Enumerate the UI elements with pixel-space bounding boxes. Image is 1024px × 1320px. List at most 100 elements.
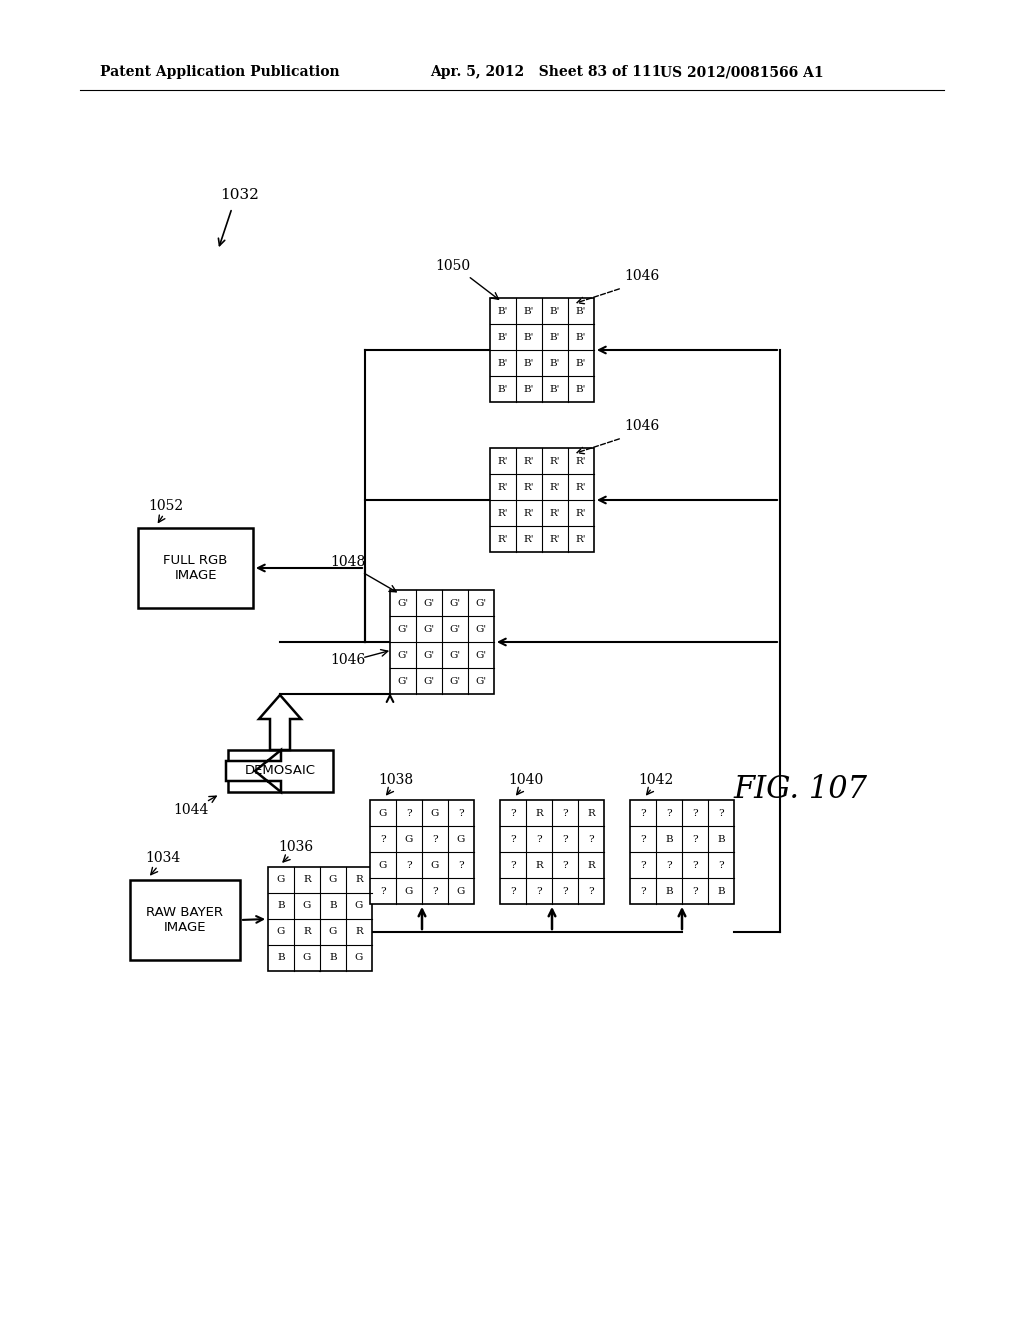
Text: ?: ?: [562, 887, 568, 895]
Text: B: B: [666, 834, 673, 843]
Text: ?: ?: [640, 808, 646, 817]
Text: G: G: [457, 834, 465, 843]
Text: G': G': [475, 598, 486, 607]
Text: G': G': [450, 598, 461, 607]
Text: ?: ?: [718, 861, 724, 870]
Text: ?: ?: [640, 861, 646, 870]
Text: ?: ?: [432, 834, 438, 843]
Text: ?: ?: [640, 834, 646, 843]
Text: R: R: [587, 861, 595, 870]
Text: G': G': [450, 624, 461, 634]
Text: G: G: [303, 902, 311, 911]
Bar: [130, 880, 240, 960]
Text: B: B: [717, 887, 725, 895]
Text: ?: ?: [407, 861, 412, 870]
Text: B': B': [575, 359, 586, 367]
Text: ?: ?: [692, 887, 697, 895]
Bar: [500, 800, 604, 904]
Text: ?: ?: [562, 861, 568, 870]
Text: US 2012/0081566 A1: US 2012/0081566 A1: [660, 65, 823, 79]
Text: 1046: 1046: [330, 653, 366, 667]
Bar: [490, 447, 594, 552]
Text: G: G: [276, 928, 286, 936]
Text: R': R': [575, 535, 587, 544]
Text: B': B': [575, 384, 586, 393]
Text: 1034: 1034: [145, 851, 180, 865]
Text: B: B: [666, 887, 673, 895]
Text: ?: ?: [510, 887, 516, 895]
Bar: [268, 867, 372, 972]
Text: ?: ?: [458, 861, 464, 870]
Text: R: R: [303, 928, 311, 936]
Text: G': G': [424, 651, 434, 660]
Text: G: G: [404, 834, 414, 843]
Text: G: G: [329, 875, 337, 884]
Text: ?: ?: [562, 834, 568, 843]
Text: R: R: [587, 808, 595, 817]
Text: R': R': [550, 457, 560, 466]
Text: R': R': [575, 457, 587, 466]
Text: R': R': [523, 483, 535, 491]
Text: ?: ?: [588, 887, 594, 895]
Text: G: G: [379, 861, 387, 870]
Text: B': B': [498, 306, 508, 315]
Text: R: R: [355, 875, 362, 884]
Text: R': R': [498, 508, 508, 517]
Text: B': B': [524, 384, 535, 393]
Text: R': R': [498, 483, 508, 491]
Bar: [370, 800, 474, 904]
Text: G: G: [329, 928, 337, 936]
Text: B': B': [498, 384, 508, 393]
Text: 1040: 1040: [508, 774, 544, 787]
Text: B: B: [329, 953, 337, 962]
Text: G': G': [397, 676, 409, 685]
Text: G: G: [431, 861, 439, 870]
Text: G': G': [397, 651, 409, 660]
Text: FIG. 107: FIG. 107: [733, 775, 867, 805]
Bar: [138, 528, 253, 609]
Text: ?: ?: [667, 808, 672, 817]
Text: B': B': [524, 333, 535, 342]
Text: R: R: [536, 808, 543, 817]
Text: 1044: 1044: [173, 803, 208, 817]
Text: 1046: 1046: [624, 269, 659, 282]
Text: G': G': [450, 651, 461, 660]
Text: ?: ?: [537, 887, 542, 895]
Text: R': R': [550, 483, 560, 491]
Text: B: B: [717, 834, 725, 843]
Text: ?: ?: [640, 887, 646, 895]
Text: 1050: 1050: [435, 259, 470, 273]
Text: G: G: [276, 875, 286, 884]
Text: 1038: 1038: [378, 774, 413, 787]
Text: ?: ?: [510, 861, 516, 870]
Text: Apr. 5, 2012   Sheet 83 of 111: Apr. 5, 2012 Sheet 83 of 111: [430, 65, 662, 79]
Text: R': R': [523, 457, 535, 466]
Bar: [490, 298, 594, 403]
Text: R: R: [536, 861, 543, 870]
Text: G: G: [303, 953, 311, 962]
Polygon shape: [259, 696, 301, 750]
Text: B': B': [498, 359, 508, 367]
Text: 1042: 1042: [638, 774, 673, 787]
Text: FULL RGB
IMAGE: FULL RGB IMAGE: [163, 554, 227, 582]
Text: ?: ?: [432, 887, 438, 895]
Polygon shape: [226, 750, 281, 792]
Text: ?: ?: [692, 808, 697, 817]
Text: ?: ?: [380, 834, 386, 843]
Text: B: B: [329, 902, 337, 911]
Text: 1052: 1052: [148, 499, 183, 513]
Text: R': R': [575, 508, 587, 517]
Text: G': G': [424, 598, 434, 607]
Text: R': R': [523, 535, 535, 544]
Text: R': R': [498, 535, 508, 544]
Text: R': R': [550, 535, 560, 544]
Text: ?: ?: [380, 887, 386, 895]
Text: ?: ?: [718, 808, 724, 817]
Text: G': G': [475, 624, 486, 634]
Text: ?: ?: [537, 834, 542, 843]
Text: B': B': [550, 333, 560, 342]
Text: B': B': [575, 333, 586, 342]
Text: B': B': [524, 359, 535, 367]
Text: ?: ?: [692, 861, 697, 870]
Text: G: G: [354, 902, 364, 911]
